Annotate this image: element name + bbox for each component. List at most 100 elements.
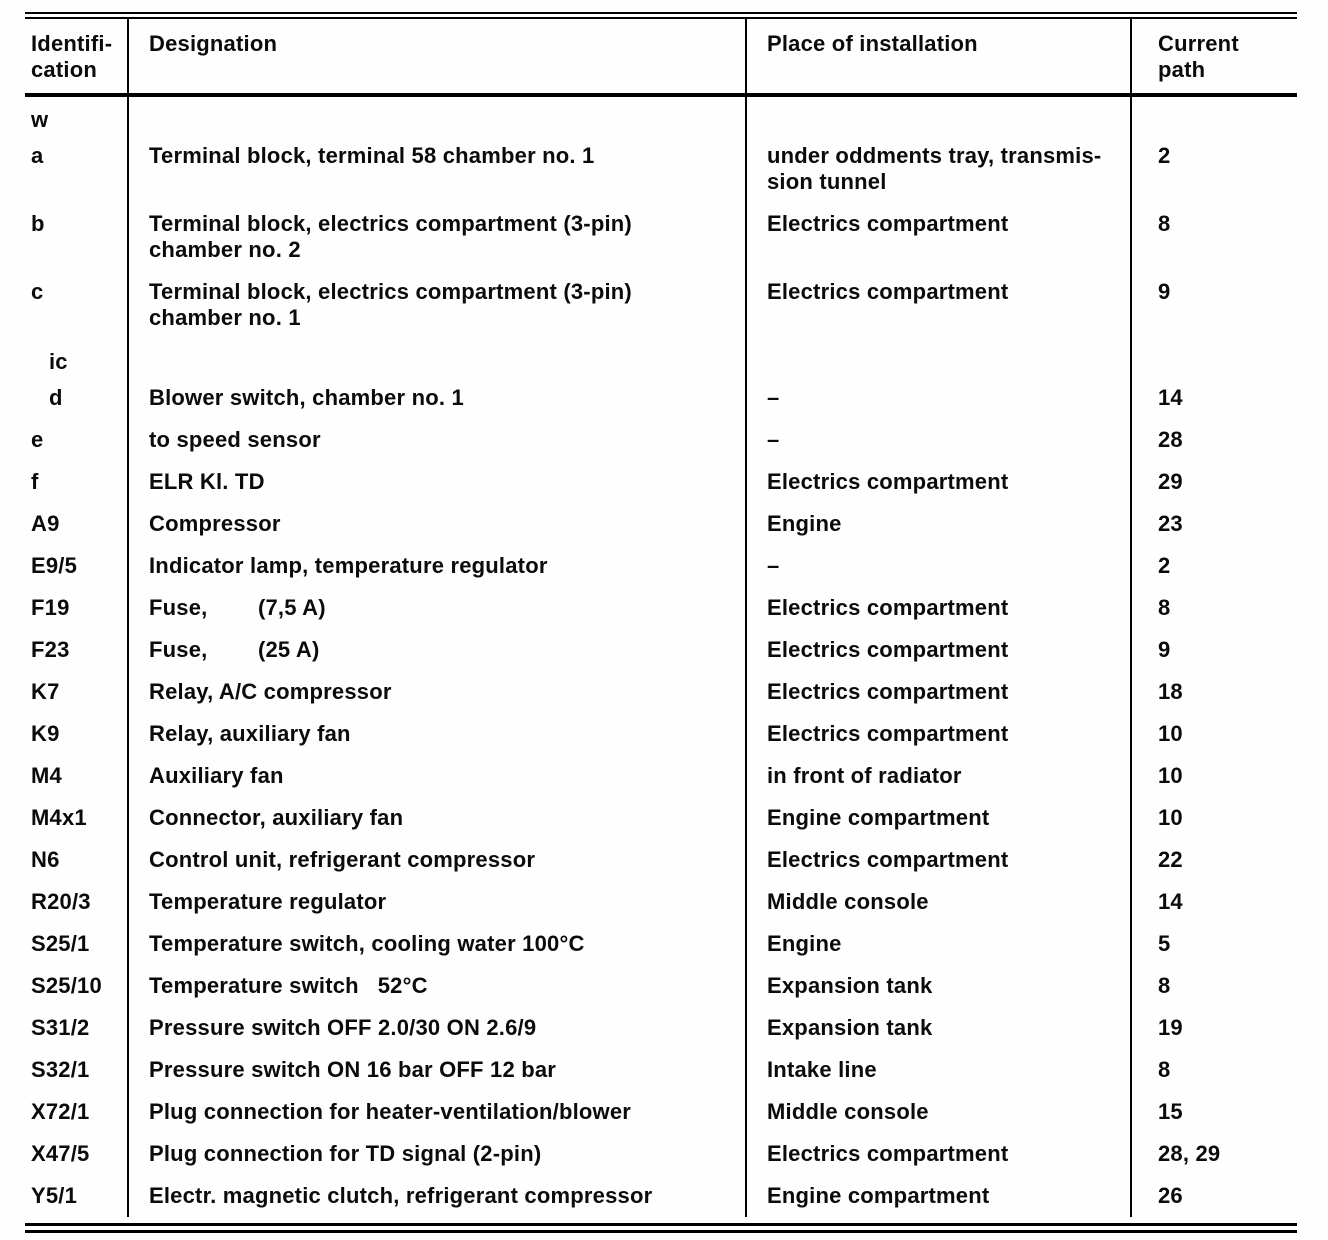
cell-place: Expansion tank xyxy=(745,965,1130,1007)
cell-designation: Auxiliary fan xyxy=(127,755,745,797)
cell-current-path: 22 xyxy=(1130,839,1297,881)
cell-place: – xyxy=(745,377,1130,419)
cell-place: Electrics compartment xyxy=(745,713,1130,755)
table-row: S25/1 Temperature switch, cooling water … xyxy=(25,923,1297,965)
cell-current-path: 28, 29 xyxy=(1130,1133,1297,1175)
cell-current-path: 8 xyxy=(1130,1049,1297,1091)
cell-place xyxy=(745,97,1130,135)
cell-identification: S31/2 xyxy=(31,1015,90,1040)
cell-designation: Fuse, (7,5 A) xyxy=(127,587,745,629)
cell-designation: Pressure switch OFF 2.0/30 ON 2.6/9 xyxy=(127,1007,745,1049)
cell-current-path xyxy=(1130,97,1297,135)
cell-current-path: 14 xyxy=(1130,377,1297,419)
cell-current-path: 9 xyxy=(1130,629,1297,671)
cell-current-path: 10 xyxy=(1130,797,1297,839)
cell-designation xyxy=(127,339,745,377)
table-bottom-spacer xyxy=(25,1217,1297,1223)
header-identification: Identifi- cation xyxy=(31,31,113,82)
cell-designation: Temperature switch, cooling water 100°C xyxy=(127,923,745,965)
table-row: S25/10 Temperature switch 52°C Expansion… xyxy=(25,965,1297,1007)
cell-designation: Temperature regulator xyxy=(127,881,745,923)
header-place-of-installation: Place of installation xyxy=(745,19,1130,93)
cell-identification: S25/1 xyxy=(31,931,90,956)
cell-place: Intake line xyxy=(745,1049,1130,1091)
cell-designation: Plug connection for TD signal (2-pin) xyxy=(127,1133,745,1175)
cell-identification: K7 xyxy=(31,679,60,704)
cell-current-path: 29 xyxy=(1130,461,1297,503)
cell-current-path: 10 xyxy=(1130,713,1297,755)
cell-identification: w xyxy=(31,107,49,132)
table-row: F19 Fuse, (7,5 A) Electrics compartment … xyxy=(25,587,1297,629)
table-row: Y5/1 Electr. magnetic clutch, refrigeran… xyxy=(25,1175,1297,1217)
cell-current-path: 28 xyxy=(1130,419,1297,461)
cell-identification: b xyxy=(31,211,45,236)
cell-designation: Fuse, (25 A) xyxy=(127,629,745,671)
cell-designation: Control unit, refrigerant compressor xyxy=(127,839,745,881)
cell-place: Middle console xyxy=(745,1091,1130,1133)
cell-place: Middle console xyxy=(745,881,1130,923)
cell-current-path: 8 xyxy=(1130,965,1297,1007)
cell-place: Expansion tank xyxy=(745,1007,1130,1049)
cell-current-path: 10 xyxy=(1130,755,1297,797)
cell-designation: Terminal block, electrics compartment (3… xyxy=(127,203,745,271)
cell-designation: Compressor xyxy=(127,503,745,545)
cell-designation: Indicator lamp, temperature regulator xyxy=(127,545,745,587)
cell-current-path: 8 xyxy=(1130,587,1297,629)
table-row: K9 Relay, auxiliary fan Electrics compar… xyxy=(25,713,1297,755)
cell-place xyxy=(745,339,1130,377)
table-row: S32/1 Pressure switch ON 16 bar OFF 12 b… xyxy=(25,1049,1297,1091)
cell-current-path: 15 xyxy=(1130,1091,1297,1133)
table-row: d Blower switch, chamber no. 1 – 14 xyxy=(25,377,1297,419)
cell-designation: Relay, A/C compressor xyxy=(127,671,745,713)
cell-designation: Plug connection for heater-ventilation/b… xyxy=(127,1091,745,1133)
cell-identification: ic xyxy=(49,349,68,374)
table-row: M4 Auxiliary fan in front of radiator 10 xyxy=(25,755,1297,797)
cell-identification: M4x1 xyxy=(31,805,87,830)
table-row: a Terminal block, terminal 58 chamber no… xyxy=(25,135,1297,203)
cell-current-path: 26 xyxy=(1130,1175,1297,1217)
cell-place: Electrics compartment xyxy=(745,839,1130,881)
cell-identification: f xyxy=(31,469,39,494)
table-row: R20/3 Temperature regulator Middle conso… xyxy=(25,881,1297,923)
table-row: e to speed sensor – 28 xyxy=(25,419,1297,461)
cell-current-path: 2 xyxy=(1130,135,1297,203)
cell-current-path: 23 xyxy=(1130,503,1297,545)
table-row: M4x1 Connector, auxiliary fan Engine com… xyxy=(25,797,1297,839)
cell-identification: X47/5 xyxy=(31,1141,90,1166)
cell-current-path: 8 xyxy=(1130,203,1297,271)
cell-place: – xyxy=(745,419,1130,461)
cell-place: Electrics compartment xyxy=(745,461,1130,503)
cell-designation: Temperature switch 52°C xyxy=(127,965,745,1007)
cell-identification: c xyxy=(31,279,44,304)
cell-identification: e xyxy=(31,427,44,452)
table-row: A9 Compressor Engine 23 xyxy=(25,503,1297,545)
cell-current-path xyxy=(1130,339,1297,377)
cell-identification: S32/1 xyxy=(31,1057,90,1082)
cell-place: Electrics compartment xyxy=(745,203,1130,271)
cell-place: Engine xyxy=(745,503,1130,545)
cell-identification: E9/5 xyxy=(31,553,78,578)
cell-designation: Blower switch, chamber no. 1 xyxy=(127,377,745,419)
cell-current-path: 5 xyxy=(1130,923,1297,965)
cell-place: Electrics compartment xyxy=(745,629,1130,671)
cell-designation: Pressure switch ON 16 bar OFF 12 bar xyxy=(127,1049,745,1091)
cell-identification: A9 xyxy=(31,511,60,536)
cell-current-path: 19 xyxy=(1130,1007,1297,1049)
cell-identification: N6 xyxy=(31,847,60,872)
cell-place: under oddments tray, transmis- sion tunn… xyxy=(745,135,1130,203)
cell-current-path: 18 xyxy=(1130,671,1297,713)
table-row: E9/5 Indicator lamp, temperature regulat… xyxy=(25,545,1297,587)
cell-identification: X72/1 xyxy=(31,1099,90,1124)
cell-identification: d xyxy=(49,385,63,410)
cell-designation: to speed sensor xyxy=(127,419,745,461)
table-row: w xyxy=(25,97,1297,135)
cell-place: Electrics compartment xyxy=(745,587,1130,629)
table-row: X72/1 Plug connection for heater-ventila… xyxy=(25,1091,1297,1133)
cell-identification: F23 xyxy=(31,637,70,662)
components-legend-table: Identifi- cation Designation Place of in… xyxy=(25,12,1297,1233)
cell-place: Electrics compartment xyxy=(745,271,1130,339)
cell-place: Electrics compartment xyxy=(745,1133,1130,1175)
cell-identification: Y5/1 xyxy=(31,1183,78,1208)
cell-place: Electrics compartment xyxy=(745,671,1130,713)
cell-designation: Electr. magnetic clutch, refrigerant com… xyxy=(127,1175,745,1217)
